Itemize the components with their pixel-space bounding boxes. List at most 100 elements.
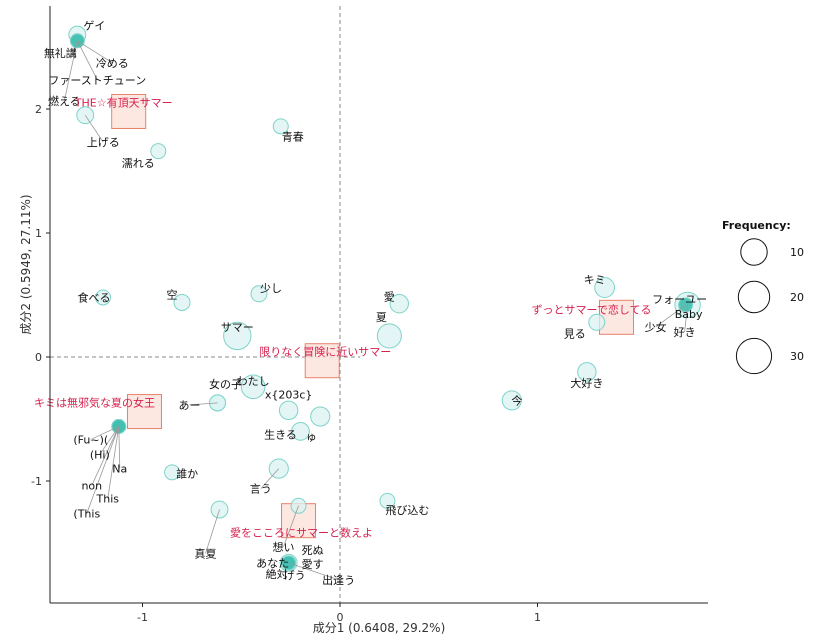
word-leader-line: [655, 304, 686, 328]
word-bubble: [240, 374, 266, 400]
word-label: ファーストチューン: [48, 74, 146, 87]
word-leader-line: [684, 304, 688, 332]
word-leader-line: [84, 114, 104, 143]
document-labels: THE☆有頂天サマーずっとサマーで恋してる限りなく冒険に近いサマーキミは無邪気な…: [34, 95, 652, 539]
word-label: 燃える: [48, 94, 81, 108]
word-label: げう: [284, 569, 306, 582]
word-label: 食べる: [78, 290, 111, 304]
word-label: 出逢う: [322, 573, 355, 587]
word-bubble: [594, 277, 616, 298]
word-leader-line: [77, 40, 113, 64]
document-squares: [111, 93, 634, 539]
word-leader-line: [260, 468, 280, 489]
word-label: 青春: [282, 130, 304, 143]
word-bubble: [577, 362, 597, 382]
word-bubble: [173, 293, 191, 311]
word-bubble: [150, 143, 167, 160]
word-leader-line: [205, 509, 220, 554]
axes: -1 0 1 -1 0 1 2: [31, 6, 708, 624]
word-bubble: [310, 406, 331, 427]
x-tick-label: -1: [137, 611, 148, 624]
word-label: 絶対: [266, 567, 288, 581]
x-tick-label: 1: [534, 611, 541, 624]
word-label: 言う: [250, 483, 272, 496]
document-label: キミは無邪気な夏の女王: [34, 396, 155, 410]
word-label: 愛す: [302, 558, 324, 571]
legend-size-circle: [740, 238, 768, 266]
word-label: (Fu~)(: [73, 433, 108, 446]
size-legend: Frequency: 10 20 30: [722, 219, 804, 375]
word-label: 今: [511, 393, 522, 407]
word-label: 上げる: [87, 136, 120, 149]
word-leader-line: [90, 426, 119, 440]
word-label: 少し: [260, 282, 282, 295]
word-leader-line: [99, 426, 120, 455]
word-bubble: [278, 400, 299, 421]
word-label: ゲイ: [83, 20, 105, 33]
word-leader-line: [118, 426, 121, 469]
word-label: 見る: [564, 327, 586, 340]
word-bubble: [376, 323, 402, 349]
word-label: 少女: [645, 320, 667, 334]
document-label: ずっとサマーで恋してる: [531, 302, 651, 316]
word-leader-line: [283, 505, 299, 547]
word-label: x{203c}: [265, 388, 313, 401]
document-square: [111, 93, 147, 129]
word-label: フォーユー: [652, 293, 707, 306]
word-label: Na: [112, 462, 127, 475]
word-label: 想い: [273, 540, 295, 554]
document-square: [281, 503, 317, 539]
word-label: 真夏: [195, 547, 217, 561]
word-bubble: [389, 293, 409, 314]
word-label: 無礼講: [44, 46, 77, 60]
y-tick-label: -1: [31, 475, 42, 488]
legend-size-circle: [735, 337, 773, 375]
word-label: 冷める: [96, 57, 129, 70]
legend-size-label: 30: [790, 350, 804, 363]
x-tick-label: 0: [337, 611, 344, 624]
word-leader-line: [76, 40, 98, 80]
label-leader-lines: [63, 40, 688, 581]
y-tick-label: 0: [35, 351, 42, 364]
word-bubble: [164, 464, 181, 481]
y-tick-label: 1: [35, 227, 42, 240]
word-leader-line: [288, 562, 339, 581]
word-label: あー: [179, 399, 201, 412]
word-label: 大好き: [570, 376, 603, 390]
word-bubble: [250, 285, 268, 303]
document-square: [599, 299, 634, 335]
word-label: 飛び込む: [385, 504, 429, 517]
word-leader-line: [189, 402, 218, 406]
word-label: あなた: [256, 557, 289, 570]
word-leader-line: [91, 426, 120, 486]
legend-title: Frequency:: [722, 219, 791, 232]
word-label: 濡れる: [122, 157, 155, 170]
word-leader-line: [63, 40, 78, 101]
reference-lines: [50, 6, 360, 603]
legend-size-circle: [737, 280, 771, 314]
document-square: [126, 394, 162, 430]
word-label: 死ぬ: [302, 544, 324, 557]
word-label: (This: [73, 507, 100, 520]
y-axis-title: 成分2 (0.5949, 27.11%): [19, 194, 33, 334]
word-bubble: [501, 390, 522, 411]
document-label: 愛をこころにサマーと数えよ: [230, 527, 373, 540]
document-square: [304, 343, 340, 379]
word-label: サマー: [221, 321, 254, 334]
word-leader-line: [86, 426, 120, 514]
word-label: 女の子: [209, 377, 242, 391]
word-leader-line: [107, 426, 120, 499]
word-label: (Hi): [90, 448, 110, 461]
word-label: Baby: [675, 308, 703, 321]
document-label: 限りなく冒険に近いサマー: [259, 346, 391, 359]
word-label: non: [81, 479, 102, 492]
word-label: 生きる: [264, 427, 297, 441]
word-bubble: [291, 422, 310, 441]
word-label: 好き: [674, 325, 696, 339]
word-label: This: [96, 492, 120, 505]
word-label: 愛: [384, 291, 395, 304]
word-bubble: [95, 289, 111, 306]
word-bubble: [379, 492, 396, 509]
legend-size-label: 10: [790, 246, 804, 259]
